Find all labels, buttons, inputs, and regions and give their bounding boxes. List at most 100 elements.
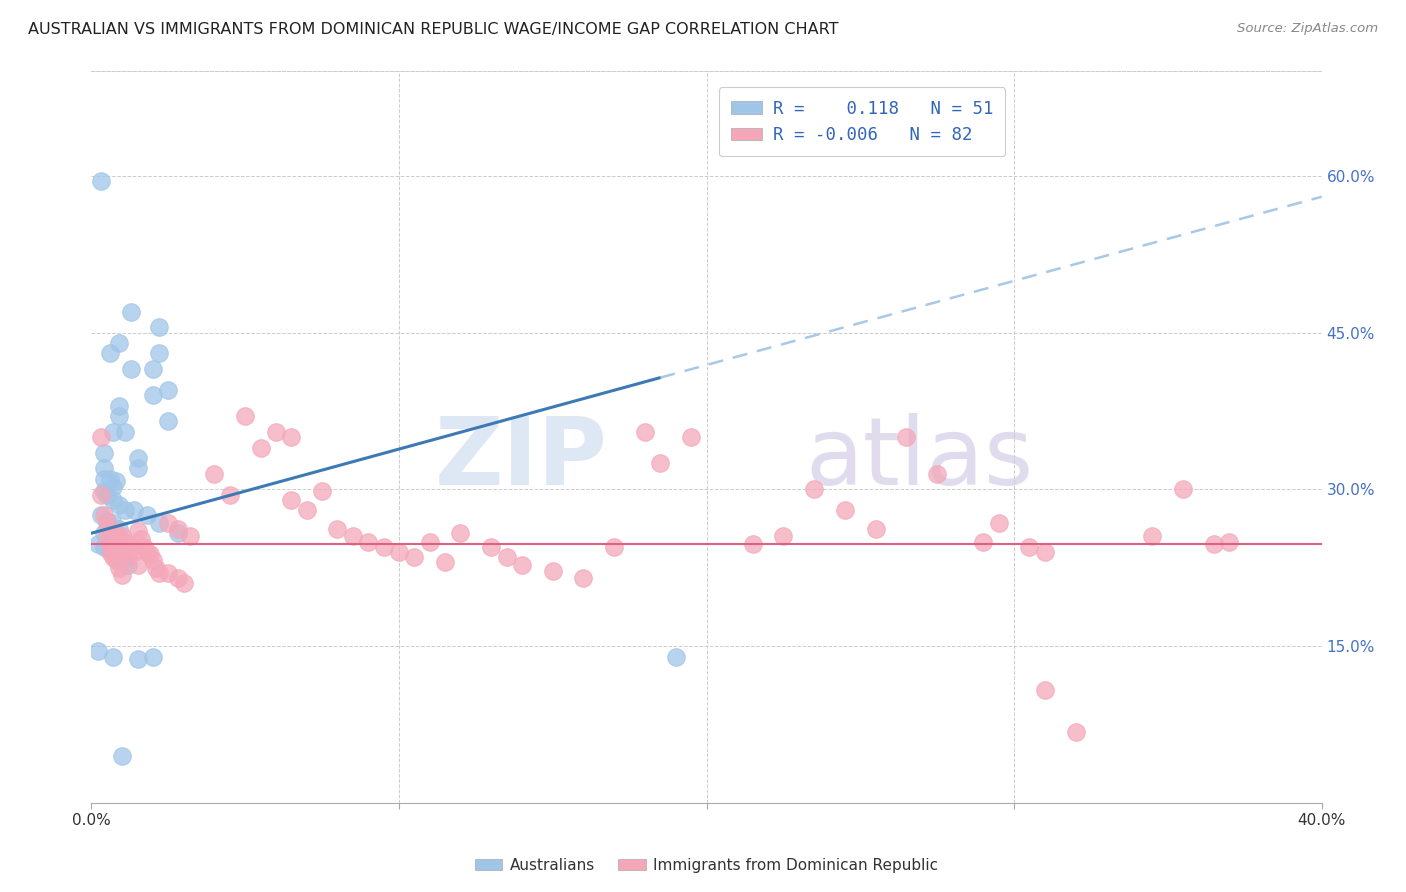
Point <box>90 430 112 444</box>
Point <box>101 492 124 507</box>
Point <box>357 534 380 549</box>
Point <box>124 545 146 559</box>
Point <box>108 536 131 550</box>
Point <box>105 545 127 559</box>
Point <box>142 649 165 664</box>
Point <box>173 576 195 591</box>
Point <box>865 522 887 536</box>
Point <box>93 540 115 554</box>
Point <box>127 558 149 572</box>
Point <box>896 430 918 444</box>
Point <box>98 536 121 550</box>
Point <box>295 503 318 517</box>
Point <box>772 529 794 543</box>
Point <box>101 425 124 439</box>
Point <box>1173 483 1195 497</box>
Point <box>157 566 180 580</box>
Point <box>665 649 688 664</box>
Point <box>202 467 225 481</box>
Point <box>111 550 134 565</box>
Point <box>105 553 127 567</box>
Point <box>1033 545 1056 559</box>
Point <box>111 529 134 543</box>
Point <box>120 304 142 318</box>
Point <box>166 526 188 541</box>
Point <box>572 571 595 585</box>
Point <box>603 540 626 554</box>
Point <box>101 480 124 494</box>
Point <box>129 533 152 547</box>
Point <box>479 540 502 554</box>
Point <box>404 550 426 565</box>
Legend: Australians, Immigrants from Dominican Republic: Australians, Immigrants from Dominican R… <box>468 852 945 880</box>
Point <box>101 550 124 565</box>
Point <box>96 516 118 530</box>
Point <box>373 540 395 554</box>
Point <box>510 558 533 572</box>
Point <box>120 362 142 376</box>
Point <box>249 441 271 455</box>
Point <box>127 651 149 665</box>
Point <box>135 545 157 559</box>
Point <box>148 566 170 580</box>
Point <box>93 526 115 541</box>
Point <box>972 534 994 549</box>
Point <box>108 522 131 536</box>
Point <box>127 450 149 465</box>
Point <box>148 320 170 334</box>
Point <box>1033 682 1056 697</box>
Point <box>127 524 149 538</box>
Point <box>86 644 108 658</box>
Point <box>148 516 170 530</box>
Point <box>93 446 115 460</box>
Point <box>98 472 121 486</box>
Point <box>233 409 256 424</box>
Point <box>342 529 364 543</box>
Point <box>117 550 139 565</box>
Point <box>111 540 134 554</box>
Point <box>93 472 115 486</box>
Point <box>108 409 131 424</box>
Point <box>105 543 127 558</box>
Point <box>803 483 825 497</box>
Point <box>120 540 142 554</box>
Point <box>834 503 856 517</box>
Point <box>1218 534 1240 549</box>
Point <box>681 430 703 444</box>
Point <box>90 487 112 501</box>
Point <box>90 174 112 188</box>
Point <box>98 545 121 559</box>
Point <box>741 536 763 550</box>
Point <box>108 560 131 574</box>
Point <box>145 560 167 574</box>
Point <box>541 564 564 578</box>
Point <box>280 430 302 444</box>
Point <box>179 529 201 543</box>
Point <box>139 547 162 561</box>
Point <box>142 553 165 567</box>
Point <box>114 534 136 549</box>
Point <box>326 522 349 536</box>
Point <box>105 526 127 541</box>
Point <box>114 425 136 439</box>
Point <box>434 556 457 570</box>
Point <box>111 748 134 763</box>
Point <box>157 414 180 428</box>
Point <box>98 346 121 360</box>
Point <box>96 514 118 528</box>
Point <box>449 526 471 541</box>
Point <box>135 508 157 523</box>
Point <box>495 550 517 565</box>
Point <box>105 533 127 547</box>
Text: atlas: atlas <box>804 413 1033 505</box>
Point <box>93 508 115 523</box>
Point <box>1142 529 1164 543</box>
Point <box>96 529 118 543</box>
Point <box>108 547 131 561</box>
Point <box>127 461 149 475</box>
Point <box>108 336 131 351</box>
Point <box>124 503 146 517</box>
Point <box>148 346 170 360</box>
Point <box>98 529 121 543</box>
Point <box>1064 724 1087 739</box>
